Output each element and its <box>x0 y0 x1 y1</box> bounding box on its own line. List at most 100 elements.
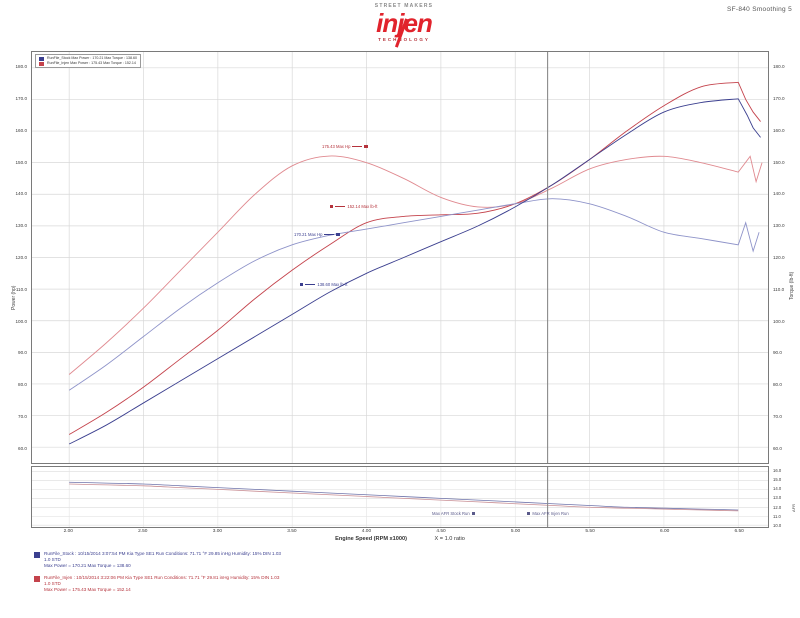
y-axis-right-tick: 180.0 <box>773 64 785 70</box>
y-axis-right-tick: 140.0 <box>773 191 785 197</box>
annotation-marker-icon <box>330 204 334 209</box>
annotation-leader-line <box>324 234 335 235</box>
afr-axis-tick: 12.0 <box>773 504 782 510</box>
legend-swatch-icon <box>39 61 44 66</box>
x-axis-tick: 4.00 <box>361 529 372 534</box>
run-legend-item: RunFile_Stock : 10/15/2014 3:07:54 PM Ki… <box>34 551 774 570</box>
afr-curves <box>69 481 739 512</box>
y-axis-right-tick: 120.0 <box>773 255 785 260</box>
afr-axis-tick: 16.0 <box>773 467 782 473</box>
y-axis-right-title: Torque (lb-ft) <box>789 271 795 300</box>
annotation-marker-icon <box>336 232 340 237</box>
legend-label: RunFile_Injen Max Power : 175.43 Max Tor… <box>47 61 136 65</box>
chart-annotation: 170.21 Max Hp <box>294 232 340 237</box>
curve-injen-power-hp- <box>68 81 761 435</box>
x-axis-tick: 2.50 <box>138 529 148 534</box>
legend-label: RunFile_Stock Max Power : 170.21 Max Tor… <box>47 56 138 60</box>
afr-plot-area <box>32 467 768 527</box>
page-header: STREET MAKERS injen TECHNOLOGY SF-840 Sm… <box>0 0 800 48</box>
y-axis-left-tick: 120.0 <box>15 255 28 260</box>
y-axis-left-tick: 80.0 <box>18 382 27 388</box>
afr-annotation: Max AFR Stock Run <box>432 511 476 516</box>
y-axis-left-tick: 180.0 <box>15 64 28 70</box>
afr-curve-stock-afr <box>69 481 739 511</box>
vertical-gridlines <box>68 52 739 463</box>
afr-annotation: Max AFR Injen Run <box>527 511 569 516</box>
y-axis-left-tick: 140.0 <box>15 191 28 197</box>
annotation-label: Max AFR Injen Run <box>532 511 569 516</box>
annotation-label: 170.21 Max Hp <box>294 232 323 237</box>
annotation-leader-line <box>305 284 316 285</box>
annotation-label: Max AFR Stock Run <box>432 511 470 516</box>
y-axis-left-tick: 130.0 <box>15 223 28 229</box>
afr-axis-tick: 15.0 <box>773 476 782 482</box>
injen-logo: STREET MAKERS injen TECHNOLOGY <box>344 2 464 48</box>
horizontal-gridlines <box>32 67 768 448</box>
y-axis-right-tick: 70.0 <box>773 413 782 419</box>
annotation-label: 175.43 Max Hp <box>322 144 351 149</box>
run-legend-swatch-icon <box>34 575 40 582</box>
x-axis-tick: 3.00 <box>212 529 223 534</box>
annotation-leader-line <box>352 146 363 147</box>
curve-injen-torque-lb-ft- <box>68 155 763 375</box>
run-legend-swatch-icon <box>34 552 40 558</box>
x-axis-tick: 3.50 <box>287 529 297 534</box>
afr-axis-title: AFR <box>791 504 796 512</box>
y-axis-left-tick: 160.0 <box>15 127 28 133</box>
logo-wordmark: injen <box>344 10 464 48</box>
run-legend-text: RunFile_Stock : 10/15/2014 3:07:54 PM Ki… <box>44 551 281 570</box>
annotation-marker-icon <box>527 511 531 516</box>
chart-annotation: 175.43 Max Hp <box>322 144 368 149</box>
y-axis-left-title: Power (hp) <box>11 285 17 310</box>
run-legend: RunFile_Stock : 10/15/2014 3:07:54 PM Ki… <box>34 551 774 598</box>
legend-swatch-icon <box>39 56 44 61</box>
y-axis-right-tick: 100.0 <box>773 318 785 324</box>
y-axis-right-tick: 160.0 <box>773 127 785 133</box>
afr-axis-ticks: 16.0 15.0 14.0 13.0 12.0 11.0 10.0 <box>771 466 800 528</box>
run-legend-item: RunFile_Injen : 10/15/2014 3:22:06 PM Ki… <box>34 575 774 594</box>
y-axis-left-tick: 100.0 <box>15 318 28 324</box>
x-axis-title-text: Engine Speed (RPM x1000) <box>335 536 407 542</box>
afr-panel: Max AFR Stock Run Max AFR Injen Run <box>31 466 769 528</box>
x-axis-tick: 2.00 <box>63 529 73 534</box>
afr-axis-tick: 13.0 <box>773 495 782 501</box>
afr-axis-tick: 11.0 <box>773 513 781 519</box>
x-axis-tick: 4.50 <box>436 529 446 534</box>
x-axis-title: Engine Speed (RPM x1000) X = 1.0 ratio <box>0 536 800 542</box>
x-axis-tick: 6.00 <box>659 529 670 534</box>
curve-stock-torque-lb-ft- <box>68 198 760 391</box>
run-legend-text: RunFile_Injen : 10/15/2014 3:22:06 PM Ki… <box>44 575 279 594</box>
annotation-label: 152.14 Max lb-ft <box>347 204 378 209</box>
run-legend-line: Max Power = 175.43 Max Torque = 152.14 <box>44 587 131 593</box>
chart-annotation: 152.14 Max lb-ft <box>330 204 377 209</box>
y-axis-right-ticks: 180.0 170.0 160.0 150.0 140.0 130.0 120.0 110.0… <box>771 51 800 464</box>
y-axis-right-tick: 170.0 <box>773 96 785 102</box>
y-axis-right-tick: 110.0 <box>773 286 785 292</box>
logo-tagline: STREET MAKERS <box>374 3 434 9</box>
run-legend-line: RunFile_Stock : 10/15/2014 3:07:54 PM Ki… <box>44 551 281 556</box>
curve-stock-power-hp- <box>68 98 761 445</box>
legend-row: RunFile_Injen Max Power : 175.43 Max Tor… <box>39 61 137 66</box>
x-axis-tick: 5.50 <box>585 529 595 534</box>
y-axis-left-tick: 60.0 <box>18 445 27 451</box>
y-axis-left-ticks: 180.0 170.0 160.0 150.0 140.0 130.0 120.0 110.0… <box>0 51 29 464</box>
y-axis-right-tick: 90.0 <box>773 350 782 356</box>
annotation-label: 138.60 Max lb-ft <box>317 282 348 287</box>
annotation-marker-icon <box>300 282 304 287</box>
chart-annotation: 138.60 Max lb-ft <box>300 282 347 287</box>
smoothing-label: SF-840 Smoothing 5 <box>726 6 792 13</box>
y-axis-left-tick: 70.0 <box>18 413 27 419</box>
afr-axis-tick: 14.0 <box>773 486 782 492</box>
annotation-marker-icon <box>471 511 476 516</box>
y-axis-right-tick: 150.0 <box>773 159 785 165</box>
afr-gridlines <box>32 467 768 527</box>
dyno-chart: RunFile_Stock Max Power : 170.21 Max Tor… <box>31 51 769 464</box>
y-axis-left-tick: 90.0 <box>18 350 27 356</box>
chart-plot-area <box>32 52 768 463</box>
x-axis-ticks: 2.00 2.50 3.00 3.50 4.00 4.50 5.00 5.50 6.00 6.50 <box>31 529 769 537</box>
annotation-leader-line <box>335 206 346 207</box>
afr-axis-tick: 10.0 <box>773 523 782 529</box>
logo-subtext: TECHNOLOGY <box>378 37 430 42</box>
run-legend-line: 1.0 STD <box>44 557 61 563</box>
y-axis-left-tick: 110.0 <box>15 286 27 292</box>
